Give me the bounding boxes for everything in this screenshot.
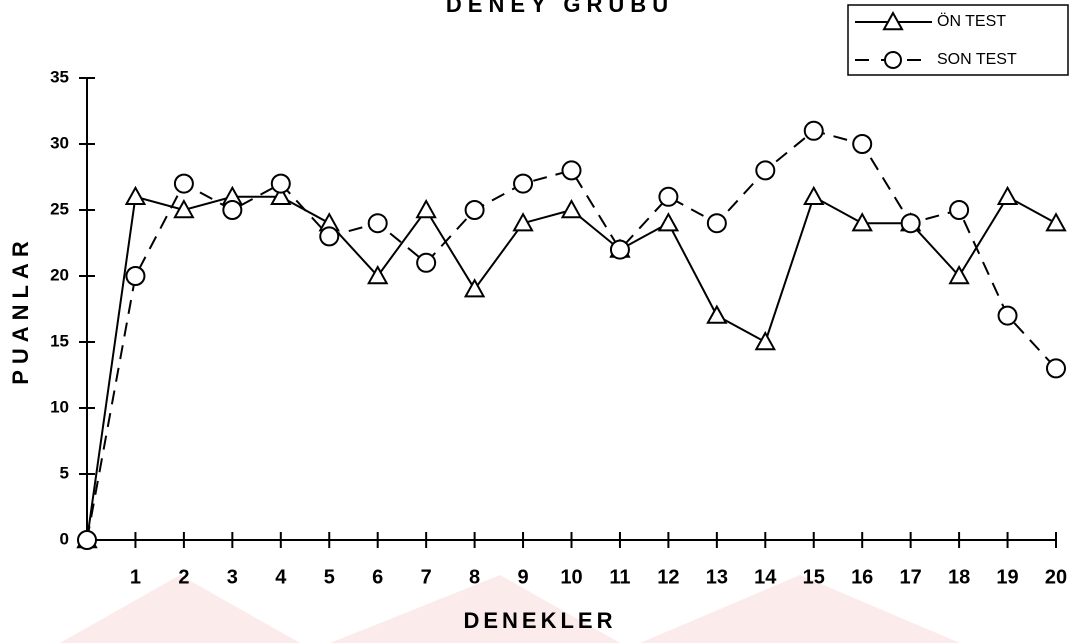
x-tick-label: 15 [803, 566, 825, 588]
x-tick-label: 16 [851, 566, 873, 588]
circle-marker [464, 200, 485, 220]
x-tick-label: 5 [324, 566, 335, 588]
circle-marker [319, 226, 340, 247]
chart-title: DENEY GRUBU [446, 0, 674, 17]
x-tick-label: 7 [421, 566, 432, 588]
y-axis-label: PUANLAR [8, 235, 33, 385]
watermark [60, 575, 960, 643]
triangle-marker [560, 198, 583, 219]
circle-marker [367, 213, 388, 234]
triangle-marker [1045, 212, 1067, 232]
triangle-marker [270, 185, 292, 205]
circle-marker [803, 120, 824, 141]
triangle-marker [948, 264, 970, 285]
circle-marker [270, 173, 291, 194]
circle-marker [125, 266, 146, 286]
triangle-marker [754, 330, 776, 351]
series-line [86, 129, 1057, 541]
circle-marker [609, 239, 630, 260]
x-tick-label: 17 [900, 566, 922, 588]
triangle-marker [173, 198, 195, 219]
circle-marker [900, 213, 921, 234]
triangle-marker [512, 212, 534, 232]
legend-label: SON TEST [937, 51, 1017, 68]
legend-marker [884, 51, 902, 69]
y-tick-label: 20 [50, 265, 69, 284]
y-tick-label: 35 [50, 67, 69, 86]
triangle-marker [415, 198, 437, 219]
circle-marker [561, 160, 582, 181]
x-tick-label: 9 [517, 566, 528, 588]
legend-marker [882, 10, 904, 31]
x-tick-label: 6 [372, 566, 383, 588]
triangle-marker [124, 185, 147, 205]
circle-marker [513, 173, 534, 194]
x-tick-label: 4 [275, 566, 287, 588]
y-tick-label: 5 [60, 463, 69, 482]
circle-marker [77, 530, 97, 550]
x-tick-label: 3 [227, 566, 238, 588]
series-line [86, 195, 1057, 541]
x-tick-label: 18 [948, 566, 970, 588]
y-tick-label: 30 [50, 133, 69, 152]
x-tick-label: 20 [1045, 566, 1067, 588]
y-tick-label: 25 [50, 199, 69, 218]
triangle-marker [996, 185, 1019, 205]
x-tick-label: 19 [996, 566, 1018, 588]
circle-marker [173, 173, 194, 194]
x-tick-label: 14 [754, 566, 777, 588]
y-tick-label: 0 [60, 529, 69, 548]
circle-marker [852, 134, 873, 154]
legend-label: ÖN TEST [937, 12, 1006, 30]
circle-marker [1046, 358, 1066, 379]
y-tick-label: 15 [50, 331, 69, 350]
x-tick-label: 12 [657, 566, 679, 588]
triangle-marker [706, 304, 728, 324]
x-axis-label: DENEKLER [463, 608, 616, 633]
x-tick-label: 13 [706, 566, 728, 588]
circle-marker [222, 200, 243, 220]
circle-marker [658, 186, 679, 207]
x-tick-label: 11 [609, 566, 630, 588]
circle-marker [706, 213, 727, 234]
triangle-marker [463, 278, 486, 298]
x-tick-label: 2 [178, 566, 189, 588]
x-tick-label: 1 [130, 566, 141, 588]
triangle-marker [657, 212, 680, 232]
circle-marker [755, 160, 776, 181]
circle-marker [997, 305, 1018, 326]
x-tick-label: 8 [469, 566, 480, 588]
circle-marker [949, 200, 970, 220]
x-tick-label: 10 [560, 566, 582, 588]
y-tick-label: 10 [50, 397, 69, 416]
triangle-marker [803, 185, 825, 205]
triangle-marker [851, 212, 873, 232]
triangle-marker [367, 264, 389, 285]
circle-marker [416, 252, 437, 273]
